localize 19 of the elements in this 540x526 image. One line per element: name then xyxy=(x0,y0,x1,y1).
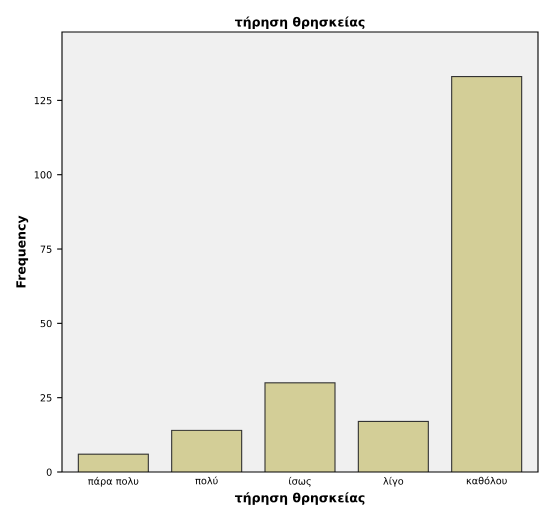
x-tick-label: πολύ xyxy=(195,476,218,484)
chart-title: τήρηση θρησκείας xyxy=(234,16,364,30)
y-tick-label: 0 xyxy=(46,468,52,476)
x-tick-label: ίσως xyxy=(289,476,311,487)
bar xyxy=(451,76,522,472)
y-tick-label: 125 xyxy=(34,96,52,104)
bar xyxy=(171,430,242,472)
x-tick-label: καθόλου xyxy=(466,476,507,484)
y-tick-label: 75 xyxy=(40,246,52,253)
bar xyxy=(358,420,429,472)
x-tick-label: λίγο xyxy=(383,476,404,487)
y-tick-label: 50 xyxy=(40,320,52,328)
y-axis-title: Frequency xyxy=(16,216,28,288)
bar xyxy=(78,454,149,472)
x-axis-title: τήρηση θρησκείας xyxy=(234,492,364,505)
x-tick-label: πάρα πολυ xyxy=(88,476,138,487)
y-tick-label: 100 xyxy=(34,171,52,179)
y-tick-label: 25 xyxy=(40,394,52,402)
bar xyxy=(264,382,336,472)
